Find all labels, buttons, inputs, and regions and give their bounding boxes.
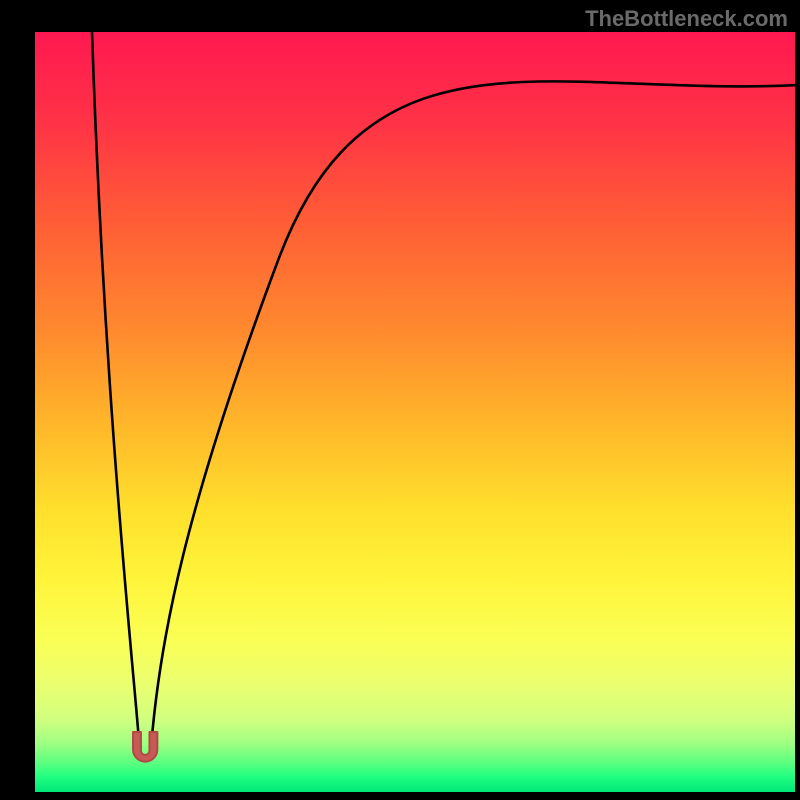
watermark-text: TheBottleneck.com xyxy=(585,6,788,32)
plot-area xyxy=(35,32,795,792)
gradient-background xyxy=(35,32,795,792)
chart-svg xyxy=(35,32,795,792)
chart-container: TheBottleneck.com xyxy=(0,0,800,800)
